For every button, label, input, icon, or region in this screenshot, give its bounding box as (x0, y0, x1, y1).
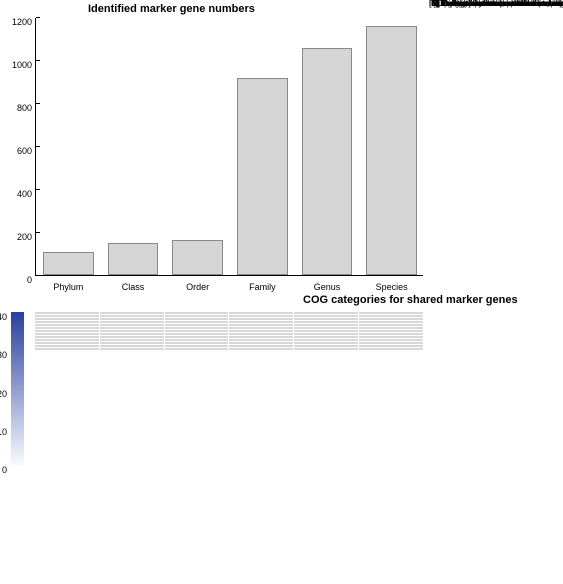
bar-chart-plot: 020040060080010001200PhylumClassOrderFam… (35, 18, 423, 276)
heatmap-cell (359, 318, 423, 320)
heatmap-cell (35, 339, 99, 341)
heatmap-cell (359, 348, 423, 350)
colorbar-gradient (11, 312, 24, 465)
heatmap-cell (100, 330, 164, 332)
heatmap-cell (359, 315, 423, 317)
heatmap-cell (165, 324, 229, 326)
heatmap-cell (165, 321, 229, 323)
heatmap-row-label: [T] Signal transduction mechanisms (429, 0, 556, 8)
heatmap-cell (294, 336, 358, 338)
heatmap-cell (35, 345, 99, 347)
bar-xlabel: Genus (295, 282, 360, 292)
heatmap-cell (165, 342, 229, 344)
heatmap-cell (294, 312, 358, 314)
heatmap-cell (100, 345, 164, 347)
heatmap-cell (294, 324, 358, 326)
heatmap-cell (100, 333, 164, 335)
heatmap-cell (229, 312, 293, 314)
figure-root: Identified marker gene numbers 020040060… (0, 0, 563, 584)
heatmap-cell (165, 312, 229, 314)
heatmap-cell (294, 318, 358, 320)
heatmap-cell (359, 327, 423, 329)
heatmap-cell (100, 315, 164, 317)
heatmap-cell (100, 321, 164, 323)
bar-xlabel: Phylum (36, 282, 101, 292)
heatmap-cell (294, 327, 358, 329)
heatmap-grid (35, 312, 423, 350)
heatmap-cell (35, 315, 99, 317)
heatmap-cell (100, 312, 164, 314)
heatmap-cell (359, 336, 423, 338)
heatmap-cell (165, 345, 229, 347)
heatmap-cell (229, 339, 293, 341)
heatmap-cell (294, 330, 358, 332)
bar (43, 252, 93, 275)
bar (172, 240, 222, 275)
bar (237, 78, 287, 275)
bar (108, 243, 158, 275)
heatmap-cell (35, 312, 99, 314)
heatmap-cell (100, 327, 164, 329)
heatmap-cell (229, 324, 293, 326)
heatmap-cell (359, 330, 423, 332)
heatmap-cell (35, 333, 99, 335)
heatmap-cell (359, 342, 423, 344)
heatmap-cell (294, 345, 358, 347)
heatmap-cell (359, 324, 423, 326)
heatmap-cell (35, 321, 99, 323)
heatmap-cell (294, 315, 358, 317)
heatmap-cell (229, 330, 293, 332)
heatmap-cell (100, 348, 164, 350)
heatmap-cell (35, 336, 99, 338)
heatmap-cell (294, 333, 358, 335)
heatmap-cell (229, 342, 293, 344)
heatmap-cell (165, 330, 229, 332)
heatmap-cell (100, 324, 164, 326)
heatmap-cell (100, 342, 164, 344)
heatmap-cell (294, 342, 358, 344)
heatmap-cell (165, 318, 229, 320)
heatmap-cell (35, 327, 99, 329)
heatmap-cell (100, 318, 164, 320)
heatmap-cell (100, 339, 164, 341)
heatmap-cell (294, 348, 358, 350)
heatmap-cell (165, 336, 229, 338)
heatmap-cell (165, 339, 229, 341)
heatmap-cell (35, 348, 99, 350)
bar-xlabel: Species (359, 282, 424, 292)
heatmap-cell (165, 348, 229, 350)
bar-chart-title: Identified marker gene numbers (88, 3, 255, 15)
heatmap-cell (165, 333, 229, 335)
heatmap-title: COG categories for shared marker genes (303, 294, 518, 306)
heatmap-cell (35, 324, 99, 326)
heatmap-cell (35, 330, 99, 332)
colorbar: 010203040 (11, 312, 24, 465)
bar-xlabel: Class (101, 282, 166, 292)
heatmap-cell (359, 333, 423, 335)
heatmap-cell (35, 318, 99, 320)
heatmap-cell (294, 321, 358, 323)
heatmap-cell (229, 315, 293, 317)
heatmap-cell (229, 333, 293, 335)
bar (302, 48, 352, 275)
heatmap-cell (35, 342, 99, 344)
heatmap-cell (229, 327, 293, 329)
heatmap-cell (359, 345, 423, 347)
heatmap-cell (229, 345, 293, 347)
heatmap-cell (229, 321, 293, 323)
heatmap-cell (165, 315, 229, 317)
bar-xlabel: Family (230, 282, 295, 292)
heatmap-cell (229, 348, 293, 350)
bar-xlabel: Order (165, 282, 230, 292)
heatmap-cell (165, 327, 229, 329)
heatmap-cell (359, 339, 423, 341)
bar (366, 26, 416, 275)
heatmap-cell (359, 321, 423, 323)
heatmap-cell (100, 336, 164, 338)
heatmap-cell (229, 318, 293, 320)
heatmap-cell (359, 312, 423, 314)
heatmap-cell (229, 336, 293, 338)
heatmap-cell (294, 339, 358, 341)
